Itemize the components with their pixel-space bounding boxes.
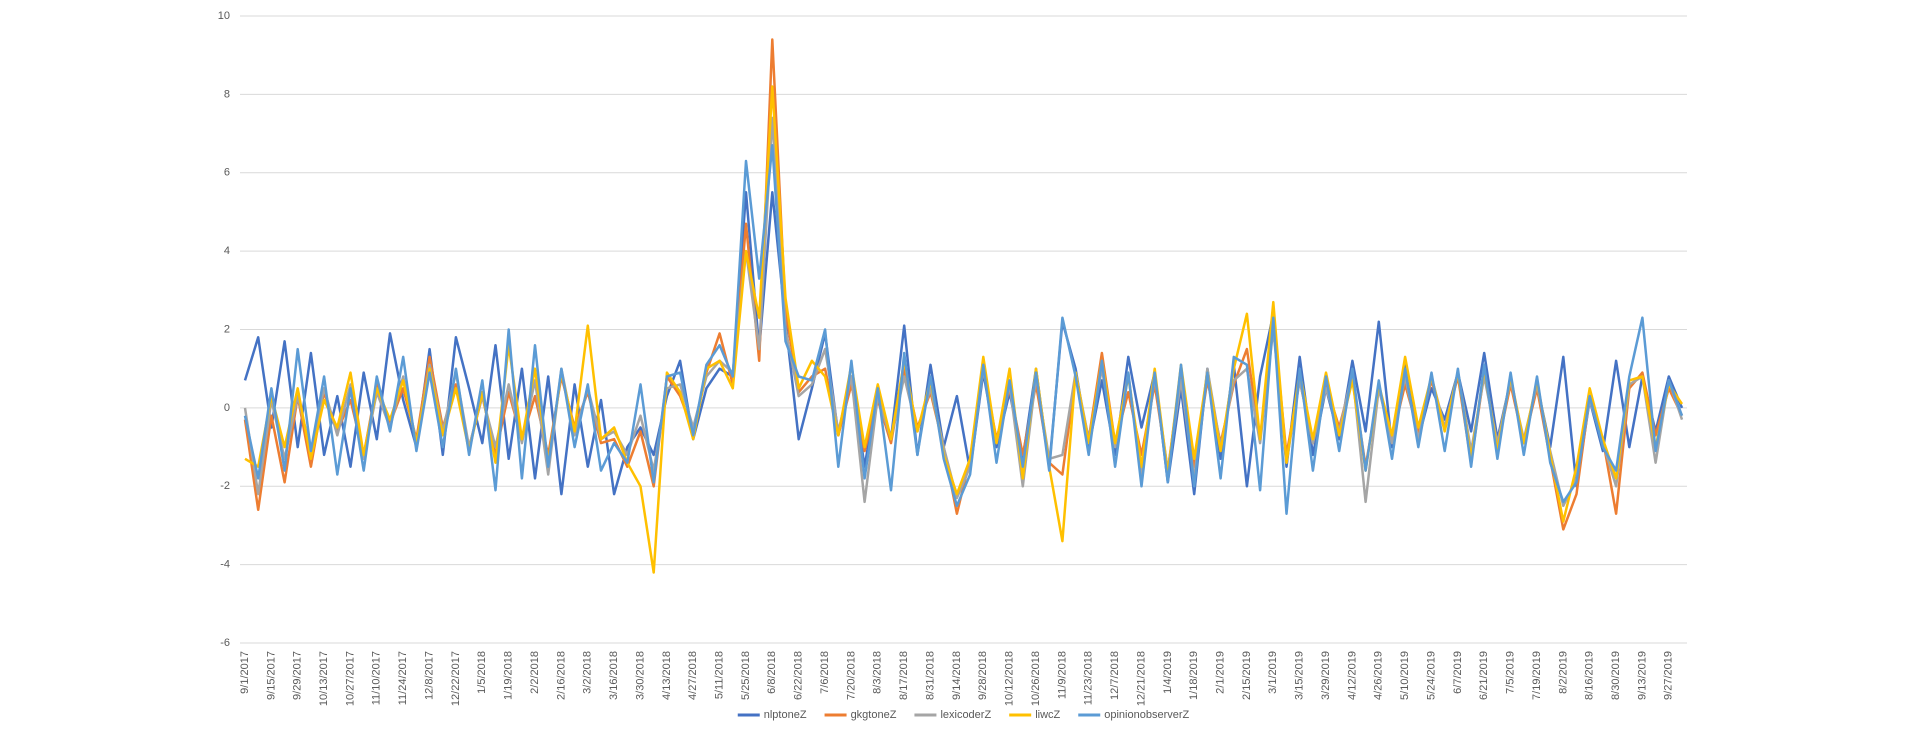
y-tick-label: 10 [218, 10, 230, 22]
x-tick-label: 12/22/2017 [450, 651, 462, 706]
x-tick-label: 5/10/2019 [1399, 651, 1411, 700]
x-tick-label: 9/27/2019 [1663, 651, 1675, 700]
x-tick-label: 11/23/2018 [1083, 651, 1095, 705]
x-tick-label: 4/13/2018 [661, 651, 673, 700]
series-line [243, 38, 1684, 531]
x-tick-label: 2/16/2018 [555, 651, 567, 700]
x-tick-label: 8/3/2018 [872, 651, 884, 694]
y-tick-label: 0 [224, 402, 230, 414]
x-tick-label: 3/15/2019 [1294, 651, 1306, 700]
series-line [243, 144, 1684, 515]
x-tick-label: 3/2/2018 [582, 651, 594, 694]
y-tick-label: 8 [224, 88, 230, 100]
x-tick-label: 5/24/2019 [1425, 651, 1437, 700]
y-tick-label: 6 [224, 167, 230, 179]
x-tick-label: 4/26/2019 [1373, 651, 1385, 700]
y-tick-label: -2 [220, 480, 230, 492]
x-tick-label: 10/26/2018 [1030, 651, 1042, 706]
x-tick-label: 7/20/2018 [845, 651, 857, 700]
x-tick-label: 3/1/2019 [1267, 651, 1279, 694]
y-tick-label: -6 [220, 637, 230, 649]
x-tick-label: 10/12/2018 [1004, 651, 1016, 706]
x-tick-label: 5/25/2018 [740, 651, 752, 700]
x-tick-label: 8/17/2018 [898, 651, 910, 700]
x-tick-label: 6/7/2019 [1452, 651, 1464, 694]
x-tick-label: 4/12/2019 [1346, 651, 1358, 700]
y-tick-label: -4 [220, 559, 230, 571]
x-tick-label: 12/7/2018 [1109, 651, 1121, 700]
series-line [243, 191, 1684, 496]
y-tick-label: 2 [224, 323, 230, 335]
x-tick-label: 7/19/2019 [1531, 651, 1543, 700]
x-tick-label: 7/5/2019 [1505, 651, 1517, 694]
x-tick-label: 11/24/2017 [397, 651, 409, 705]
x-tick-label: 8/2/2019 [1557, 651, 1569, 694]
x-tick-label: 9/15/2017 [265, 651, 277, 700]
x-tick-label: 9/13/2019 [1636, 651, 1648, 700]
x-tick-label: 1/4/2019 [1162, 651, 1174, 694]
x-tick-label: 1/18/2019 [1188, 651, 1200, 700]
x-tick-label: 2/2/2018 [529, 651, 541, 694]
x-tick-label: 4/27/2018 [687, 651, 699, 700]
x-tick-label: 5/11/2018 [714, 651, 726, 699]
x-tick-label: 3/29/2019 [1320, 651, 1332, 700]
x-tick-label: 6/21/2019 [1478, 651, 1490, 700]
x-tick-label: 3/16/2018 [608, 651, 620, 700]
legend: nlptoneZ gkgtoneZ lexicoderZ liwcZ opinionob… [737, 709, 1190, 721]
x-tick-label: 11/10/2017 [371, 651, 383, 705]
legend-label: gkgtoneZ [851, 709, 897, 721]
series-line [243, 116, 1684, 508]
x-tick-label: 9/29/2017 [292, 651, 304, 700]
x-tick-label: 6/8/2018 [766, 651, 778, 694]
x-tick-label: 9/1/2017 [239, 651, 251, 694]
x-tick-label: 12/21/2018 [1135, 651, 1147, 706]
x-tick-label: 9/28/2018 [977, 651, 989, 700]
x-tick-label: 12/8/2017 [423, 651, 435, 700]
x-tick-label: 8/16/2019 [1584, 651, 1596, 700]
y-tick-label: 4 [224, 245, 230, 257]
x-tick-label: 8/31/2018 [924, 651, 936, 700]
x-tick-label: 2/15/2019 [1241, 651, 1253, 700]
x-tick-label: 10/13/2017 [318, 651, 330, 706]
x-tick-label: 10/27/2017 [344, 651, 356, 706]
x-tick-label: 2/1/2019 [1214, 651, 1226, 694]
legend-label: lexicoderZ [940, 709, 991, 721]
x-tick-label: 1/5/2018 [476, 651, 488, 694]
legend-label: liwcZ [1035, 709, 1060, 721]
x-tick-label: 11/9/2018 [1056, 651, 1068, 699]
legend-label: opinionobserverZ [1104, 709, 1189, 721]
x-tick-label: 3/30/2018 [634, 651, 646, 700]
x-tick-label: 6/22/2018 [793, 651, 805, 700]
legend-label: nlptoneZ [764, 709, 807, 721]
x-tick-label: 9/14/2018 [951, 651, 963, 700]
x-tick-label: 7/6/2018 [819, 651, 831, 694]
x-tick-label: 8/30/2019 [1610, 651, 1622, 700]
x-tick-label: 1/19/2018 [503, 651, 515, 700]
